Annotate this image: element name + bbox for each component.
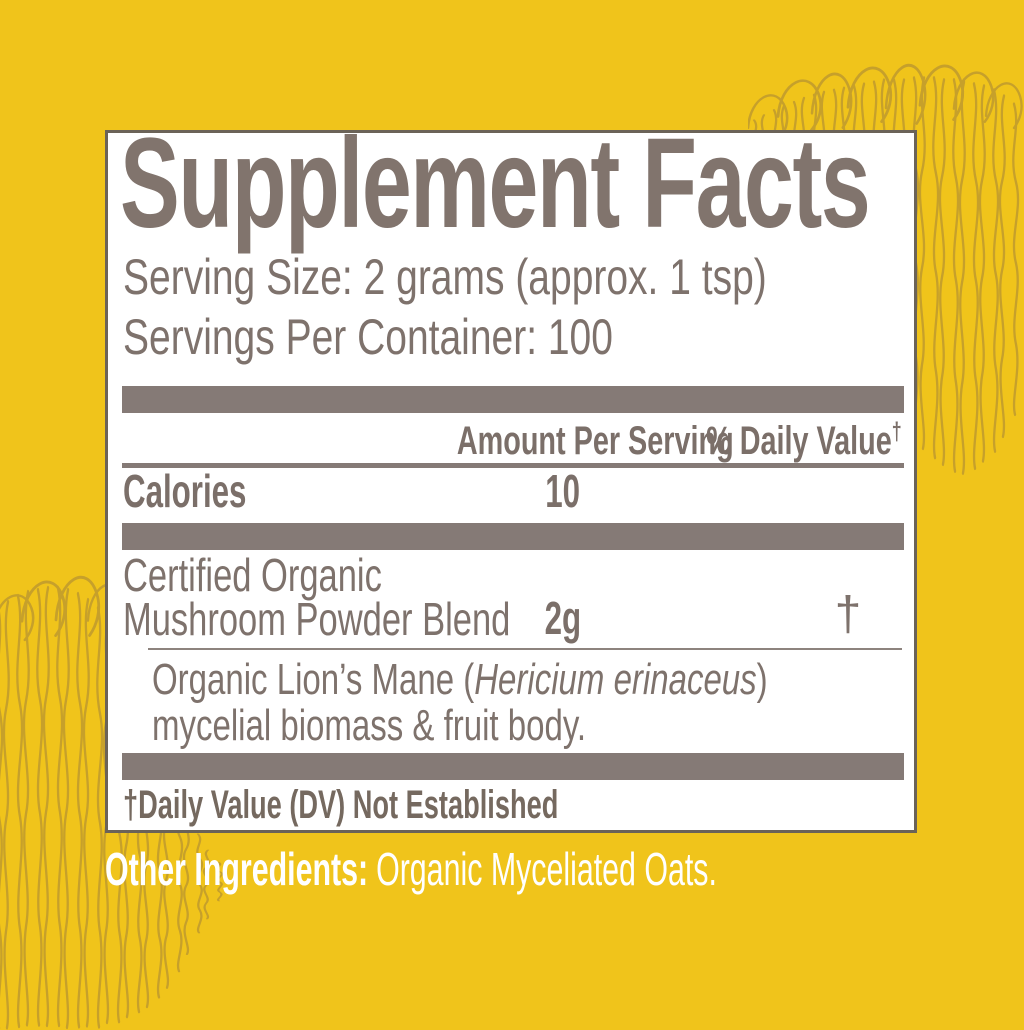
header-rule	[122, 463, 904, 468]
daily-value-footnote: †Daily Value (DV) Not Established	[123, 783, 559, 827]
panel-title-text: Supplement Facts	[120, 112, 871, 255]
servings-per-container-line: Servings Per Container: 100	[123, 309, 613, 365]
blend-amount: 2g	[544, 592, 582, 644]
other-ingredients-line: Other Ingredients: Organic Myceliated Oat…	[105, 846, 1024, 892]
blend-description: Organic Lion’s Mane (Hericium erinaceus)…	[152, 655, 768, 750]
blend-rule	[148, 648, 902, 650]
column-header-daily-value: % Daily Value†	[706, 418, 902, 463]
daily-value-dagger-sup: †	[892, 418, 902, 446]
column-header-amount: Amount Per Serving	[456, 419, 734, 463]
other-ingredients-label: Other Ingredients:	[105, 843, 369, 895]
divider-bar-top	[122, 386, 904, 413]
latin-name: Hericium erinaceus	[474, 655, 757, 704]
calories-amount: 10	[545, 465, 581, 517]
supplement-facts-panel: Supplement Facts Serving Size: 2 grams (…	[105, 116, 917, 833]
blend-daily-value-dagger: †	[834, 588, 862, 641]
other-ingredients-value: Organic Myceliated Oats.	[376, 843, 717, 895]
calories-label: Calories	[123, 465, 247, 517]
serving-size-line: Serving Size: 2 grams (approx. 1 tsp)	[123, 249, 767, 305]
panel-title: Supplement Facts	[120, 112, 1024, 255]
divider-bar-middle	[122, 523, 904, 550]
divider-bar-bottom	[122, 753, 904, 780]
blend-name: Certified Organic Mushroom Powder Blend	[123, 549, 511, 645]
